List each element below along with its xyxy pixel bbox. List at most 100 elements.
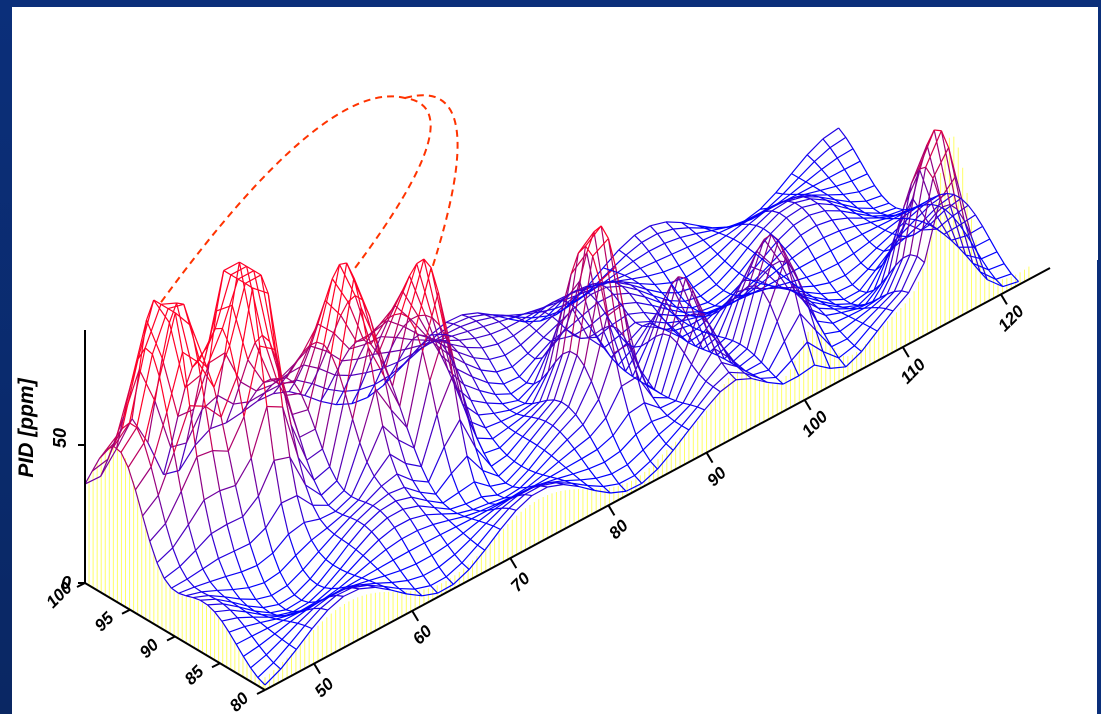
mesh-segment (290, 424, 308, 461)
mesh-segment (848, 208, 865, 214)
mesh-segment (290, 621, 298, 624)
mesh-segment (351, 396, 368, 405)
mesh-segment (492, 427, 509, 440)
mesh-segment (497, 343, 506, 356)
mesh-segment (251, 287, 261, 347)
mesh-segment (407, 575, 424, 582)
mesh-segment (579, 479, 588, 486)
mesh-segment (731, 267, 740, 274)
mesh-segment (395, 496, 412, 502)
mesh-segment (496, 494, 505, 499)
mesh-segment (468, 316, 477, 322)
mesh-segment (325, 332, 335, 352)
mesh-segment (507, 314, 515, 318)
mesh-segment (804, 193, 812, 196)
mesh-segment (833, 204, 850, 210)
mesh-segment (823, 333, 833, 347)
mesh-segment (114, 428, 123, 443)
mesh-segment (156, 562, 165, 579)
mesh-segment (385, 549, 394, 561)
mesh-segment (339, 568, 348, 574)
mesh-segment (238, 262, 256, 343)
mesh-segment (770, 233, 779, 242)
mesh-segment (651, 415, 668, 423)
mesh-segment (383, 585, 400, 590)
mesh-segment (400, 563, 417, 572)
mesh-segment (871, 214, 888, 217)
mesh-segment (483, 453, 492, 467)
mesh-segment (220, 416, 229, 452)
mesh-segment (831, 338, 848, 348)
mesh-segment (553, 399, 562, 403)
mesh-segment (254, 342, 272, 380)
mesh-segment (241, 401, 250, 413)
mesh-segment (908, 262, 925, 293)
mesh-segment (334, 360, 343, 376)
mesh-segment (474, 333, 491, 339)
mesh-segment (557, 478, 565, 482)
mesh-segment (850, 201, 858, 209)
mesh-segment (193, 586, 202, 593)
mesh-segment (803, 296, 812, 303)
mesh-segment (946, 192, 954, 196)
mesh-segment (779, 260, 788, 263)
mesh-segment (723, 272, 740, 291)
mesh-segment (295, 628, 313, 650)
mesh-segment (184, 367, 193, 389)
mesh-segment (391, 386, 401, 407)
mesh-segment (490, 465, 499, 477)
mesh-segment (456, 368, 473, 378)
mesh-segment (752, 369, 769, 376)
mesh-segment (427, 481, 437, 495)
mesh-segment (288, 644, 297, 650)
mesh-segment (353, 277, 362, 308)
mesh-segment (717, 253, 726, 262)
mesh-segment (296, 495, 314, 506)
mesh-segment (744, 283, 762, 296)
mesh-segment (866, 173, 876, 186)
mesh-segment (450, 343, 459, 353)
mesh-segment (265, 527, 274, 554)
mesh-segment (185, 409, 203, 444)
mesh-segment (486, 402, 495, 414)
mesh-segment (386, 517, 395, 528)
mesh-segment (520, 486, 528, 489)
mesh-segment (237, 278, 246, 284)
mesh-segment (225, 576, 234, 590)
mesh-segment (231, 601, 240, 608)
mesh-segment (995, 278, 1004, 288)
mesh-segment (295, 364, 305, 381)
mesh-segment (578, 486, 595, 492)
mesh-segment (876, 247, 885, 252)
mesh-segment (402, 508, 411, 520)
mesh-segment (320, 494, 329, 506)
mesh-segment (306, 459, 315, 481)
mesh-segment (309, 559, 327, 580)
mesh-segment (855, 307, 872, 321)
mesh-segment (333, 332, 350, 350)
mesh-segment (684, 300, 693, 309)
mesh-segment (1003, 263, 1012, 275)
mesh-segment (414, 347, 423, 353)
mesh-segment (934, 129, 942, 132)
mesh-segment (818, 196, 827, 201)
mesh-segment (944, 209, 953, 217)
mesh-segment (711, 229, 720, 234)
mesh-segment (291, 611, 300, 616)
mesh-segment (670, 276, 679, 286)
mesh-segment (725, 337, 733, 342)
mesh-segment (200, 598, 216, 601)
mesh-segment (481, 347, 490, 360)
mesh-segment (500, 509, 517, 530)
mesh-segment (323, 264, 341, 345)
mesh-segment (430, 585, 439, 594)
mesh-segment (221, 617, 238, 622)
mesh-segment (696, 386, 714, 408)
mesh-segment (649, 225, 658, 235)
mesh-segment (294, 594, 302, 601)
mesh-segment (502, 399, 519, 405)
mesh-segment (286, 569, 304, 587)
mesh-segment (356, 505, 374, 522)
mesh-segment (461, 314, 470, 318)
mesh-segment (548, 328, 558, 349)
